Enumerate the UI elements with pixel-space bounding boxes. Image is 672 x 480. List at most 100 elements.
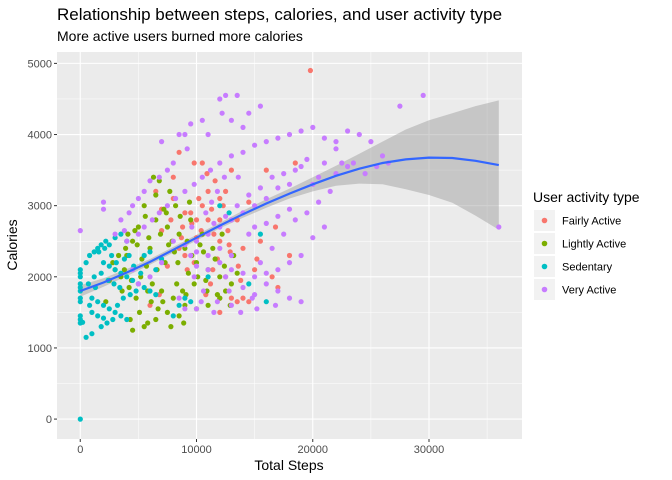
series-very-active <box>77 92 502 315</box>
point-very-active <box>356 131 362 138</box>
point-very-active <box>219 110 225 116</box>
point-very-active <box>170 238 176 244</box>
point-lightly-active <box>197 242 203 248</box>
point-very-active <box>496 224 502 230</box>
point-very-active <box>221 174 227 180</box>
point-sedentary <box>127 292 133 298</box>
smooth-line-layer <box>79 156 499 293</box>
point-lightly-active <box>164 224 170 230</box>
point-sedentary <box>87 302 93 308</box>
point-lightly-active <box>130 238 136 244</box>
point-very-active <box>176 131 182 138</box>
point-sedentary <box>257 231 263 237</box>
point-lightly-active <box>142 213 148 219</box>
point-very-active <box>321 135 327 141</box>
point-fairly-active <box>307 67 313 74</box>
plot-panel <box>57 52 522 439</box>
point-sedentary <box>77 267 83 273</box>
point-sedentary <box>138 270 144 276</box>
point-lightly-active <box>212 256 218 262</box>
point-sedentary <box>170 313 176 319</box>
point-fairly-active <box>207 281 214 287</box>
x-tick-label: 30000 <box>414 444 445 456</box>
point-fairly-active <box>170 174 176 180</box>
point-very-active <box>182 131 188 138</box>
point-fairly-active <box>211 231 217 237</box>
point-sedentary <box>102 245 108 251</box>
point-lightly-active <box>217 274 223 280</box>
point-very-active <box>298 299 304 305</box>
point-very-active <box>263 281 269 287</box>
point-very-active <box>112 231 118 237</box>
point-very-active <box>263 195 269 202</box>
point-very-active <box>228 117 234 123</box>
point-sedentary <box>226 210 232 216</box>
point-sedentary <box>147 249 153 255</box>
legend-label: Very Active <box>562 285 616 297</box>
point-lightly-active <box>210 245 216 251</box>
point-very-active <box>156 210 162 216</box>
point-very-active <box>226 288 232 294</box>
point-fairly-active <box>209 206 215 212</box>
y-tick-label: 4000 <box>28 130 52 142</box>
point-lightly-active <box>164 309 170 315</box>
legend: User activity type Fairly Active Lightly … <box>533 189 640 300</box>
point-very-active <box>321 224 327 230</box>
point-lightly-active <box>155 306 161 312</box>
point-very-active <box>240 270 246 276</box>
point-sedentary <box>124 274 130 280</box>
point-very-active <box>135 231 141 237</box>
point-very-active <box>223 92 229 98</box>
point-lightly-active <box>135 224 141 230</box>
point-lightly-active <box>176 313 182 319</box>
point-very-active <box>193 238 200 244</box>
point-very-active <box>205 252 211 259</box>
point-very-active <box>316 174 322 180</box>
point-sedentary <box>77 281 83 287</box>
point-fairly-active <box>263 167 269 173</box>
point-fairly-active <box>235 263 241 269</box>
point-very-active <box>286 206 293 212</box>
legend-label: Lightly Active <box>562 239 626 251</box>
point-very-active <box>121 228 127 234</box>
point-fairly-active <box>240 245 246 251</box>
point-fairly-active <box>180 224 186 230</box>
point-fairly-active <box>217 309 223 315</box>
x-tick-label: 10000 <box>181 444 212 456</box>
point-very-active <box>252 224 258 230</box>
point-very-active <box>191 181 197 187</box>
point-very-active <box>170 160 176 166</box>
point-very-active <box>298 163 304 170</box>
point-very-active <box>124 238 130 244</box>
point-fairly-active <box>205 188 211 194</box>
point-fairly-active <box>193 217 200 223</box>
point-sedentary <box>147 288 153 294</box>
point-sedentary <box>111 281 117 287</box>
point-lightly-active <box>205 302 211 308</box>
point-fairly-active <box>252 267 258 273</box>
point-very-active <box>272 302 279 308</box>
point-very-active <box>235 174 241 180</box>
y-axis-title: Calories <box>4 219 20 270</box>
point-sedentary <box>114 302 121 308</box>
point-very-active <box>275 267 281 273</box>
point-very-active <box>275 185 281 191</box>
x-axis: 0 10000 20000 30000 <box>77 439 444 456</box>
point-very-active <box>292 217 298 223</box>
legend-swatch <box>541 217 548 224</box>
point-fairly-active <box>199 160 205 166</box>
point-very-active <box>164 167 170 173</box>
point-fairly-active <box>225 228 231 234</box>
point-lightly-active <box>200 249 207 255</box>
point-lightly-active <box>133 295 139 301</box>
point-very-active <box>199 117 205 123</box>
point-very-active <box>269 174 275 180</box>
point-fairly-active <box>246 199 252 205</box>
point-fairly-active <box>176 149 182 155</box>
point-very-active <box>164 203 170 209</box>
point-very-active <box>275 288 281 294</box>
point-very-active <box>254 306 260 312</box>
point-very-active <box>252 142 258 148</box>
point-lightly-active <box>157 231 164 237</box>
